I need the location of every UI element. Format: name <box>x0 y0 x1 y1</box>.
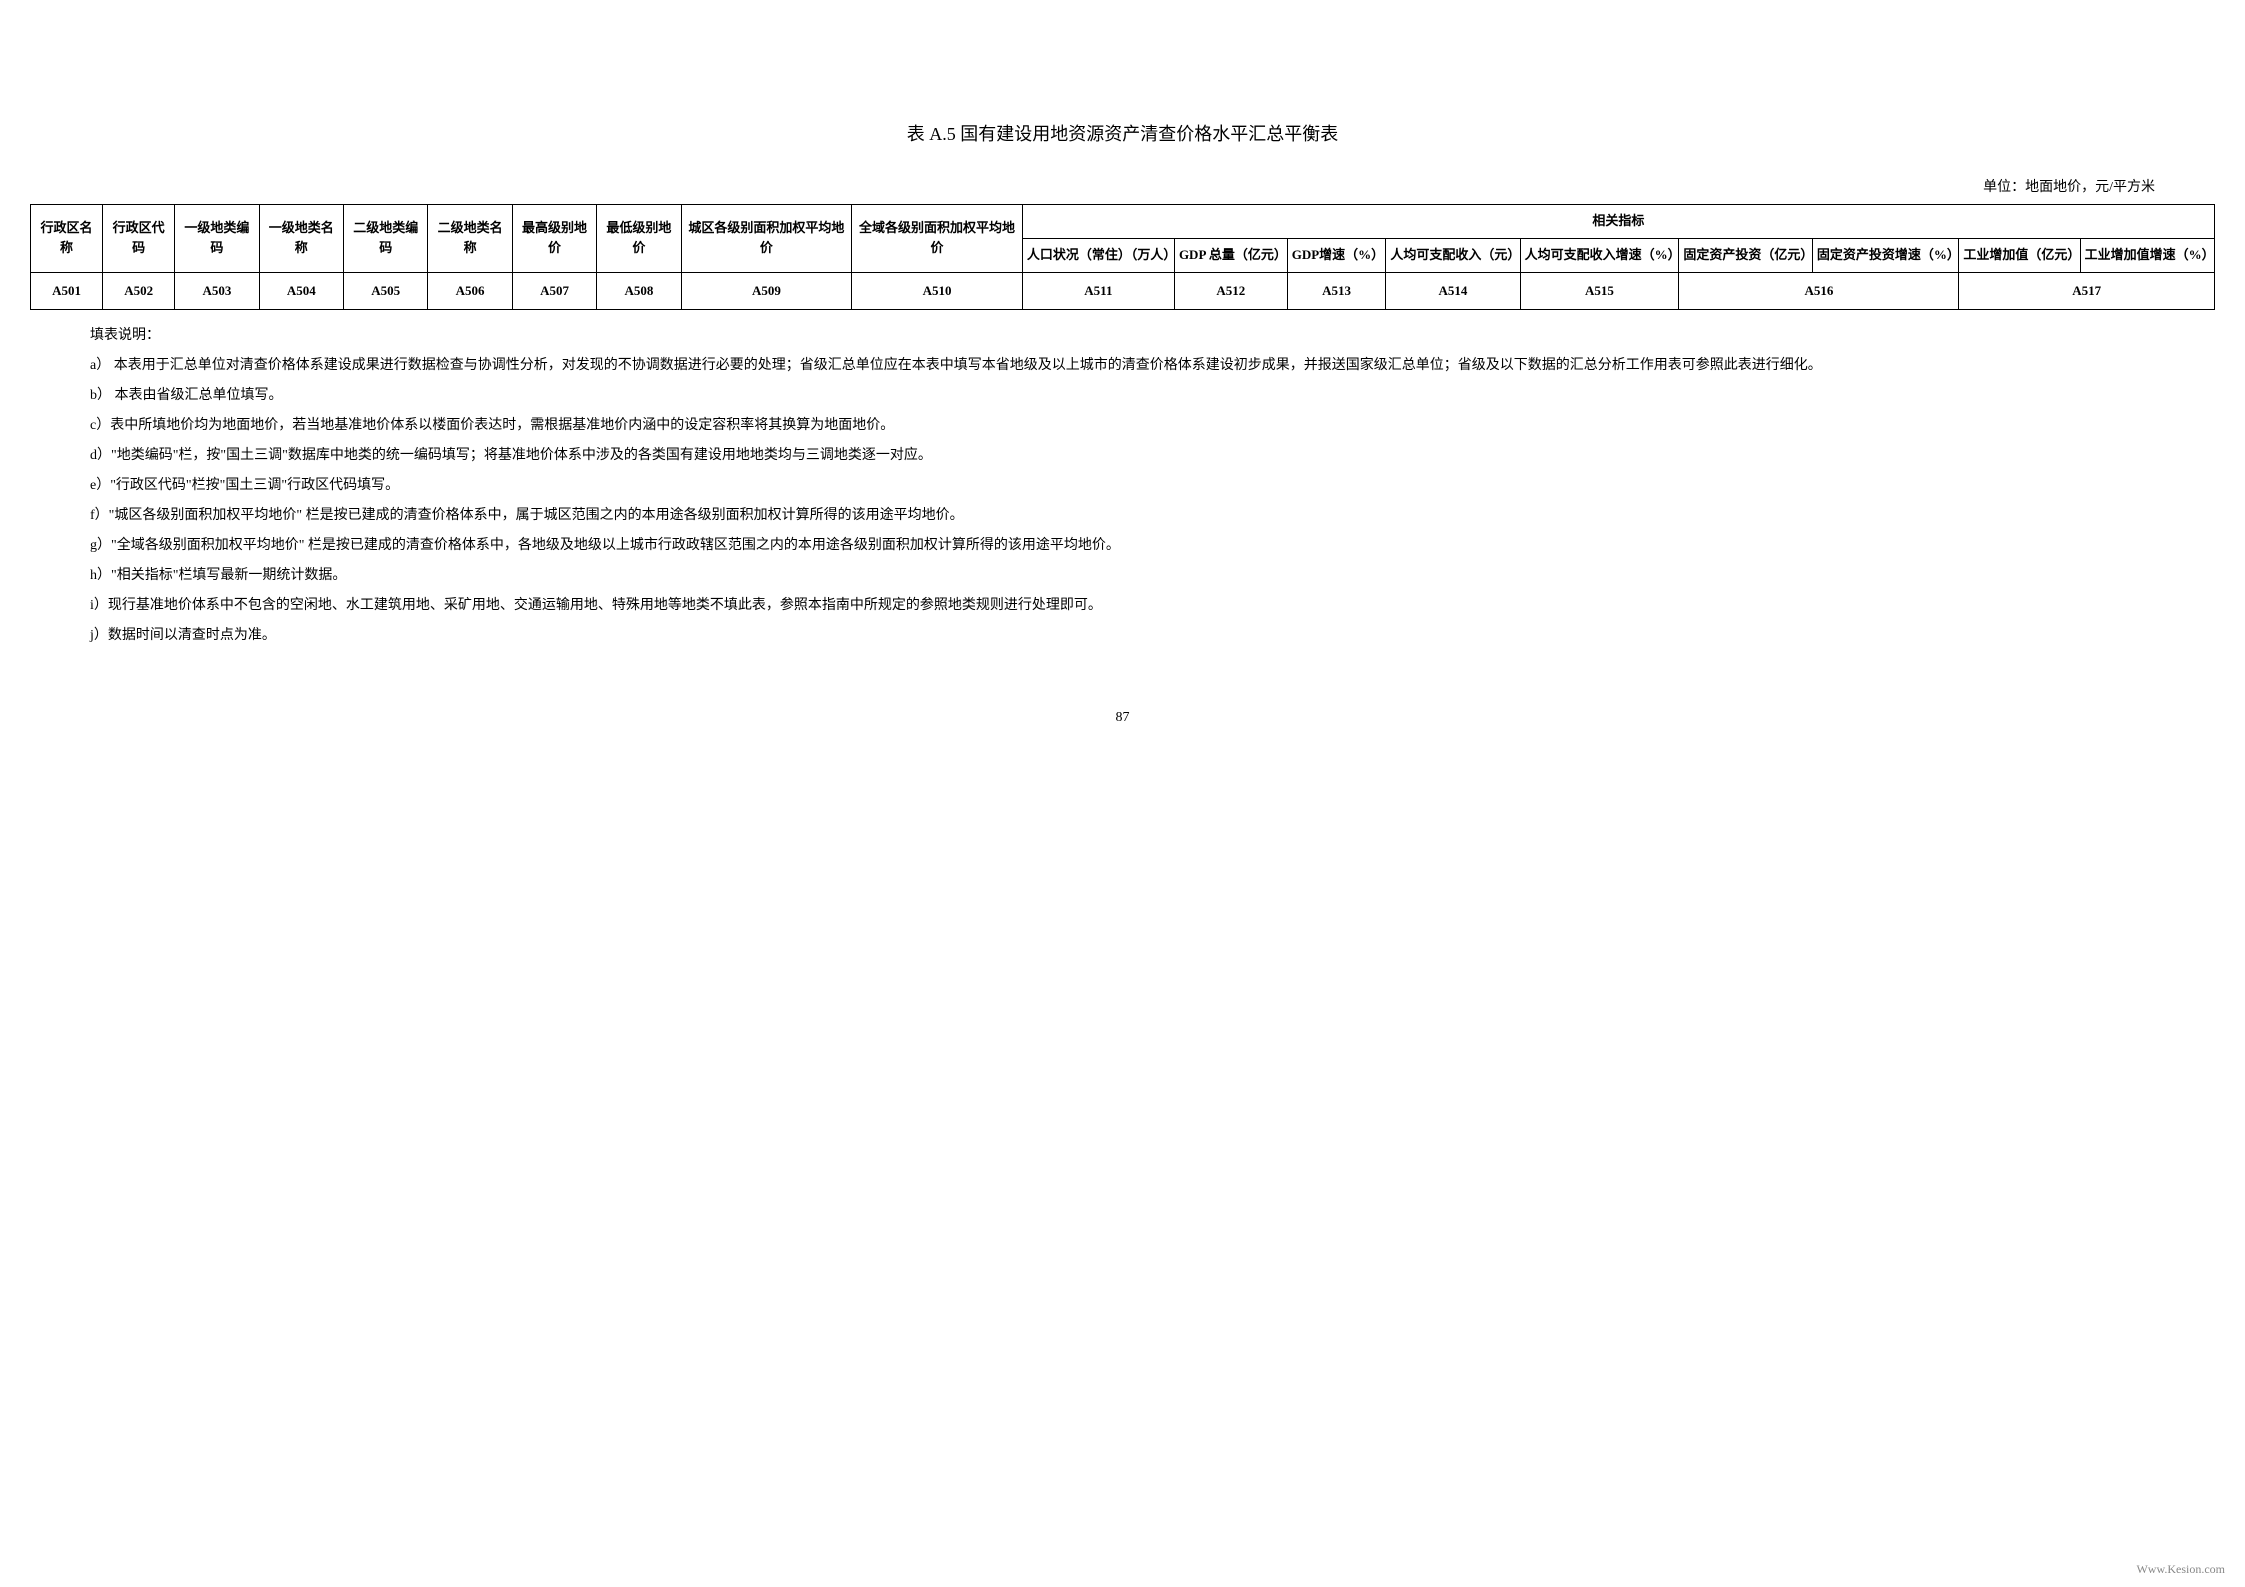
col-header: GDP增速（%） <box>1287 238 1386 272</box>
note-item: e）"行政区代码"栏按"国土三调"行政区代码填写。 <box>90 472 2155 500</box>
col-header: 固定资产投资（亿元） <box>1679 238 1813 272</box>
code-cell: A503 <box>175 272 259 310</box>
code-cell: A509 <box>681 272 852 310</box>
code-cell: A507 <box>512 272 596 310</box>
unit-label: 单位：地面地价，元/平方米 <box>30 176 2215 196</box>
col-group-header: 相关指标 <box>1022 205 2214 239</box>
code-cell: A511 <box>1022 272 1174 310</box>
col-header: 一级地类名称 <box>259 205 343 273</box>
page-number: 87 <box>30 710 2215 726</box>
notes-title: 填表说明： <box>90 322 2155 350</box>
code-cell: A513 <box>1287 272 1386 310</box>
note-item: c）表中所填地价均为地面地价，若当地基准地价体系以楼面价表达时，需根据基准地价内… <box>90 412 2155 440</box>
notes-section: 填表说明： a） 本表用于汇总单位对清查价格体系建设成果进行数据检查与协调性分析… <box>30 322 2215 650</box>
note-item: b） 本表由省级汇总单位填写。 <box>90 382 2155 410</box>
col-header: 人均可支配收入增速（%） <box>1520 238 1679 272</box>
col-header: 固定资产投资增速（%） <box>1812 238 1959 272</box>
col-header: 工业增加值增速（%） <box>2080 238 2214 272</box>
note-item: j）数据时间以清查时点为准。 <box>90 622 2155 650</box>
col-header: 最高级别地价 <box>512 205 596 273</box>
code-cell: A506 <box>428 272 512 310</box>
code-cell: A516 <box>1679 272 1959 310</box>
col-header: 人均可支配收入（元） <box>1386 238 1520 272</box>
note-item: f）"城区各级别面积加权平均地价" 栏是按已建成的清查价格体系中，属于城区范围之… <box>90 502 2155 530</box>
col-header: 全域各级别面积加权平均地价 <box>852 205 1023 273</box>
col-header: 人口状况（常住）（万人） <box>1022 238 1174 272</box>
note-item: d）"地类编码"栏，按"国土三调"数据库中地类的统一编码填写；将基准地价体系中涉… <box>90 442 2155 470</box>
note-item: a） 本表用于汇总单位对清查价格体系建设成果进行数据检查与协调性分析，对发现的不… <box>90 352 2155 380</box>
code-cell: A510 <box>852 272 1023 310</box>
note-item: h）"相关指标"栏填写最新一期统计数据。 <box>90 562 2155 590</box>
table-title: 表 A.5 国有建设用地资源资产清查价格水平汇总平衡表 <box>30 120 2215 146</box>
code-cell: A515 <box>1520 272 1679 310</box>
code-cell: A501 <box>31 272 103 310</box>
code-cell: A514 <box>1386 272 1520 310</box>
col-header: 最低级别地价 <box>597 205 681 273</box>
col-header: 二级地类名称 <box>428 205 512 273</box>
note-item: g）"全域各级别面积加权平均地价" 栏是按已建成的清查价格体系中，各地级及地级以… <box>90 532 2155 560</box>
col-header: 一级地类编码 <box>175 205 259 273</box>
col-header: 工业增加值（亿元） <box>1959 238 2080 272</box>
code-cell: A517 <box>1959 272 2215 310</box>
code-cell: A508 <box>597 272 681 310</box>
note-item: i）现行基准地价体系中不包含的空闲地、水工建筑用地、采矿用地、交通运输用地、特殊… <box>90 592 2155 620</box>
main-table: 行政区名称 行政区代码 一级地类编码 一级地类名称 二级地类编码 二级地类名称 … <box>30 204 2215 310</box>
code-cell: A504 <box>259 272 343 310</box>
col-header: GDP 总量（亿元） <box>1174 238 1287 272</box>
code-cell: A505 <box>344 272 428 310</box>
col-header: 行政区名称 <box>31 205 103 273</box>
col-header: 城区各级别面积加权平均地价 <box>681 205 852 273</box>
col-header: 行政区代码 <box>103 205 175 273</box>
col-header: 二级地类编码 <box>344 205 428 273</box>
code-cell: A512 <box>1174 272 1287 310</box>
code-cell: A502 <box>103 272 175 310</box>
watermark: Www.Kesion.com <box>2136 1562 2225 1577</box>
